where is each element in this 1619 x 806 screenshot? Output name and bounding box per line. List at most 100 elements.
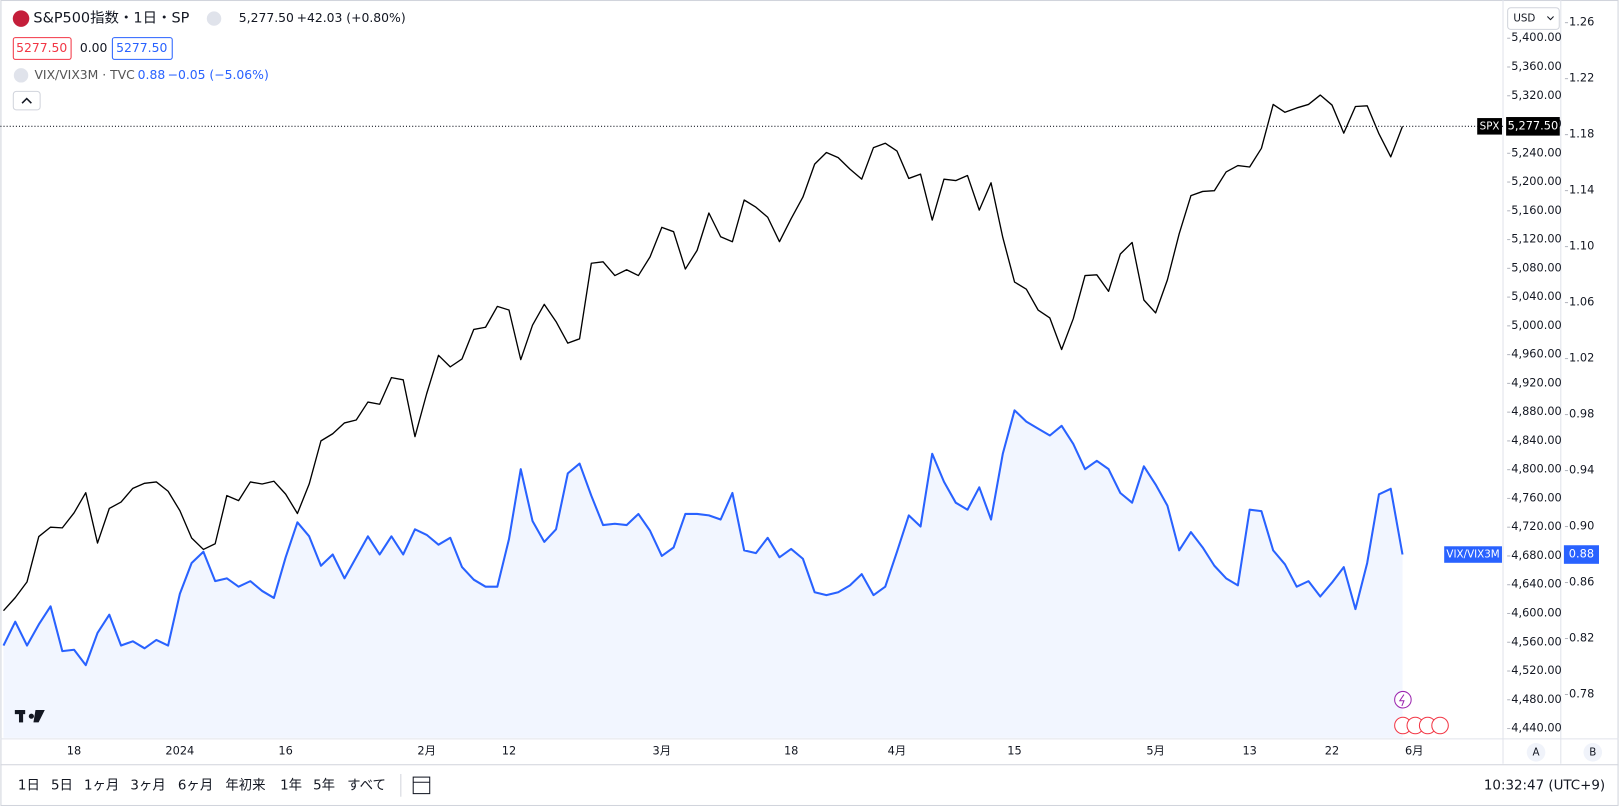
collapse-icon	[21, 97, 32, 104]
event-bolt	[1398, 694, 1405, 707]
axis-button[interactable]	[1526, 743, 1546, 762]
x-tick-label: 15	[1007, 743, 1021, 757]
area	[3, 410, 1403, 738]
price-tag	[1563, 545, 1599, 564]
y-tick-label: 4,480.00	[1511, 692, 1562, 706]
range-button[interactable]: 1日	[18, 778, 40, 793]
x-tick-label: 5月	[1146, 743, 1165, 757]
x-tick-label: 2024	[165, 743, 194, 757]
plot: 4,440.00 4,480.00 4,520.00 4,560.00 4,600.00…	[2, 15, 1594, 757]
y-tick-label: 0.86	[1569, 575, 1594, 589]
y-tick-label: 1.06	[1569, 295, 1594, 309]
range-button[interactable]: 1年	[280, 777, 302, 793]
clock: 10:32:47 (UTC+9)	[1484, 778, 1605, 793]
series-tag-name: SPX	[1480, 120, 1500, 132]
y-tick-label: 4,920.00	[1511, 375, 1562, 389]
range-button[interactable]: 3ヶ月	[130, 778, 165, 793]
x-tick-label: 18	[784, 743, 798, 757]
y-tick-label: 1.02	[1569, 351, 1594, 365]
y-tick-label: 4,600.00	[1511, 605, 1562, 619]
x-tick-label: 12	[502, 743, 516, 757]
y-tick-label: 4,680.00	[1511, 548, 1562, 562]
calendar-icon[interactable]	[400, 774, 431, 797]
x-tick-label: 4月	[888, 743, 907, 757]
y-tick-label: 5,000.00	[1511, 318, 1562, 332]
range-button[interactable]: 5年	[313, 777, 335, 793]
y-tick-label: 4,720.00	[1511, 519, 1562, 533]
y-tick-label: 1.26	[1569, 15, 1594, 29]
dropdown-icon	[1547, 16, 1554, 21]
bid-box	[12, 37, 72, 60]
y-tick-label: 5,080.00	[1511, 260, 1562, 274]
y-tick-label: 0.98	[1569, 407, 1594, 421]
y-tick-label: 5,120.00	[1511, 232, 1562, 246]
y-tick-label: 0.78	[1569, 686, 1594, 700]
overlay: S&P500指数・1日・SP 5,277.50 +42.03 (+0.80%) …	[0, 7, 1605, 797]
y-tick-label: 1.22	[1569, 71, 1594, 85]
bid: 5277.50	[16, 41, 67, 55]
y-tick-label: 0.90	[1569, 519, 1594, 533]
axis-button-label: B	[1589, 746, 1596, 758]
y-tick-label: 5,040.00	[1511, 289, 1562, 303]
y-tick-label: 5,240.00	[1511, 145, 1562, 159]
symbol-icon	[12, 10, 30, 27]
y-tick-label: 4,800.00	[1511, 462, 1562, 476]
ask-box	[111, 37, 173, 60]
event-icon[interactable]	[1394, 690, 1412, 709]
y-tick-label: 4,960.00	[1511, 347, 1562, 361]
x-tick-label: 2月	[417, 743, 436, 757]
tv-logo	[14, 710, 45, 723]
header-change: +42.03 (+0.80%)	[297, 11, 406, 25]
series-tag	[1444, 546, 1502, 563]
range-button[interactable]: 年初来	[225, 777, 265, 793]
y-tick-label: 1.10	[1569, 239, 1594, 253]
x-tick-label: 6月	[1405, 743, 1424, 757]
series-tag	[1477, 118, 1502, 135]
symbol-title: S&P500指数・1日・SP	[33, 10, 189, 27]
header-price: 5,277.50	[239, 11, 294, 25]
ask: 5277.50	[116, 41, 167, 55]
range-button[interactable]: 5日	[51, 778, 73, 793]
price-tag	[1506, 117, 1560, 136]
x-tick-label: 3月	[653, 743, 672, 757]
range-button[interactable]: 6ヶ月	[178, 778, 213, 793]
line	[3, 94, 1404, 612]
axis-button-label: A	[1533, 746, 1540, 758]
range-button[interactable]: 1ヶ月	[84, 778, 119, 793]
y-tick-label: 5,200.00	[1511, 174, 1562, 188]
y-tick-label: 4,640.00	[1511, 577, 1562, 591]
y-tick-label: 4,760.00	[1511, 490, 1562, 504]
legend-change: −0.05 (−5.06%)	[168, 68, 269, 82]
event-flag[interactable]	[1431, 716, 1449, 735]
y-tick-label: 5,160.00	[1511, 203, 1562, 217]
legend-symbol[interactable]: VIX/VIX3M · TVC	[34, 68, 134, 82]
price-tag-label: 5,277.50	[1508, 118, 1559, 132]
currency-select[interactable]	[1507, 7, 1560, 30]
x-tick-label: 22	[1325, 743, 1339, 757]
y-tick-label: 4,440.00	[1511, 721, 1562, 735]
status-icon	[206, 11, 222, 26]
line	[2, 409, 1404, 667]
currency: USD	[1513, 13, 1535, 25]
y-tick-label: 4,880.00	[1511, 404, 1562, 418]
y-tick-label: 0.82	[1569, 631, 1594, 645]
y-tick-label: 4,520.00	[1511, 663, 1562, 677]
y-tick-label: 4,840.00	[1511, 433, 1562, 447]
y-tick-label: 5,360.00	[1511, 59, 1562, 73]
price-tag-label: 0.88	[1569, 547, 1594, 561]
y-tick-label: 1.18	[1569, 127, 1594, 141]
series-tag-name: VIX/VIX3M	[1446, 549, 1499, 561]
x-tick-label: 18	[67, 743, 81, 757]
x-tick-label: 16	[278, 743, 292, 757]
y-tick-label: 5,320.00	[1511, 88, 1562, 102]
range-button[interactable]: すべて	[347, 777, 386, 793]
y-tick-label: 0.94	[1569, 463, 1594, 477]
y-tick-label: 5,400.00	[1511, 30, 1562, 44]
vix-icon	[13, 68, 29, 83]
legend-price: 0.88	[138, 68, 166, 82]
collapse-button[interactable]	[12, 90, 41, 111]
axis-button[interactable]	[1583, 743, 1603, 762]
